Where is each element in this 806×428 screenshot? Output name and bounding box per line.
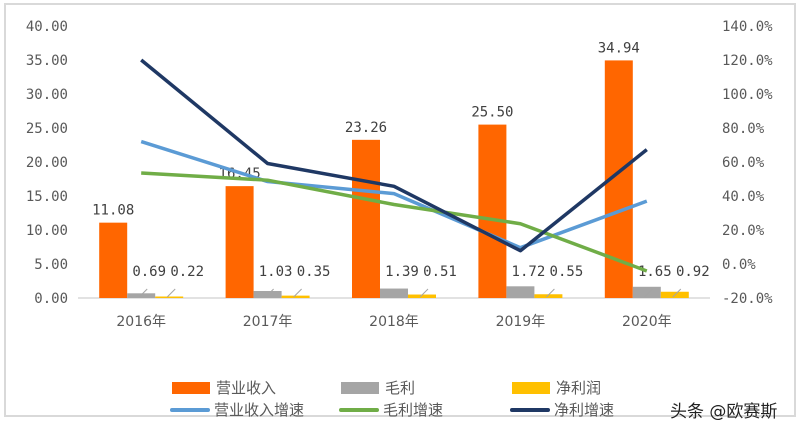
leader-line [419,288,429,298]
data-label: 0.51 [423,264,457,280]
legend-label: 营业收入 [216,379,277,397]
leader-line [265,288,274,298]
left-axis-tick: 30.00 [26,87,68,103]
legend-swatch [172,381,210,394]
bar-2 [408,294,436,298]
data-label: 11.08 [92,203,134,219]
bar-0 [352,139,380,298]
legend-swatch [339,407,379,412]
legend-item-gross-profit: 毛利 [341,377,415,398]
right-axis-tick: 140.0% [722,19,773,35]
x-axis-tick: 2020年 [622,314,672,330]
data-label: 1.03 [259,264,293,280]
line-series-1 [141,171,648,273]
right-axis-tick: 80.0% [722,121,765,137]
x-axis-tick: 2019年 [496,314,546,330]
left-axis-tick: 0.00 [34,291,68,307]
data-label: 23.26 [345,120,387,136]
line-series-0 [140,139,648,250]
data-label: 0.92 [676,264,710,280]
legend-swatch [341,381,379,394]
bar-2 [155,296,184,298]
legend-label: 毛利 [385,379,416,397]
left-axis-tick: 25.00 [26,121,68,137]
legend-item-net-profit: 净利润 [512,377,601,398]
left-axis-tick: 20.00 [26,155,68,171]
data-label: 1.65 [638,264,672,280]
right-axis-tick: 0.0% [722,257,756,273]
leader-line [672,288,682,298]
right-axis-tick: 120.0% [722,53,773,69]
bar-2 [281,295,310,298]
bar-2 [534,294,563,298]
data-label: 0.55 [550,264,584,280]
x-axis-tick: 2017年 [243,314,293,330]
chart-frame [4,3,796,417]
legend-swatch [170,407,210,412]
legend-item-gross-growth: 毛利增速 [339,399,443,420]
legend-item-revenue: 营业收入 [172,377,276,398]
left-axis-tick: 15.00 [26,189,68,205]
data-label: 34.94 [598,40,640,56]
legend-label: 净利增速 [554,401,615,419]
x-axis-tick: 2016年 [116,314,166,330]
right-axis-tick: 40.0% [722,189,765,205]
data-label: 25.50 [471,105,513,121]
bar-1 [380,288,408,298]
right-axis-tick: 100.0% [722,87,773,103]
bar-0 [99,222,128,298]
legend-item-revenue-growth: 营业收入增速 [170,399,304,420]
left-axis-tick: 35.00 [26,53,68,69]
leader-line [293,288,302,298]
x-axis-tick: 2018年 [369,314,419,330]
data-label: 0.22 [170,264,204,280]
data-label: 0.69 [132,264,166,280]
leader-line [644,288,654,298]
data-label: 0.35 [297,264,331,280]
left-axis-tick: 10.00 [26,223,68,239]
bar-0 [478,124,507,298]
left-axis-tick: 40.00 [26,19,68,35]
legend-label: 净利润 [556,379,602,397]
watermark: 头条 @欧赛斯 [670,402,778,422]
leader-line [518,288,527,298]
legend-item-net-growth: 净利增速 [510,399,614,420]
data-label: 1.72 [512,264,546,280]
left-axis-tick: 5.00 [34,257,68,273]
right-axis-tick: 20.0% [722,223,765,239]
bar-1 [506,286,535,298]
right-axis-tick: 60.0% [722,155,765,171]
bar-1 [632,286,661,298]
leader-line [391,288,401,298]
right-axis-tick: -20.0% [722,291,773,307]
legend-label: 营业收入增速 [214,401,305,419]
leader-line [166,288,176,298]
data-label: 1.39 [385,264,419,280]
legend-swatch [512,381,550,394]
line-series-2 [140,58,648,253]
legend-label: 毛利增速 [383,401,444,419]
legend-swatch [510,407,550,412]
leader-line [138,288,148,298]
bar-0 [225,186,254,298]
leader-line [546,288,555,298]
